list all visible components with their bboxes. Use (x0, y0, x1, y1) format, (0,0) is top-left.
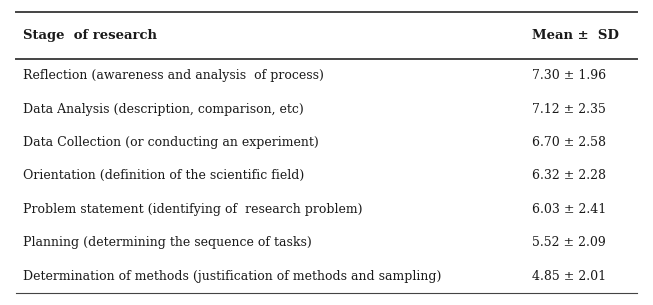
Text: Data Analysis (description, comparison, etc): Data Analysis (description, comparison, … (23, 102, 304, 116)
Text: Planning (determining the sequence of tasks): Planning (determining the sequence of ta… (23, 236, 311, 249)
Text: 6.03 ± 2.41: 6.03 ± 2.41 (532, 203, 607, 216)
Text: 6.32 ± 2.28: 6.32 ± 2.28 (532, 169, 606, 182)
Text: 7.30 ± 1.96: 7.30 ± 1.96 (532, 69, 607, 82)
Text: Stage  of research: Stage of research (23, 29, 157, 42)
Text: 6.70 ± 2.58: 6.70 ± 2.58 (532, 136, 606, 149)
Text: Orientation (definition of the scientific field): Orientation (definition of the scientifi… (23, 169, 304, 182)
Text: Data Collection (or conducting an experiment): Data Collection (or conducting an experi… (23, 136, 319, 149)
Text: 5.52 ± 2.09: 5.52 ± 2.09 (532, 236, 606, 249)
Text: Problem statement (identifying of  research problem): Problem statement (identifying of resear… (23, 203, 362, 216)
Text: Reflection (awareness and analysis  of process): Reflection (awareness and analysis of pr… (23, 69, 324, 82)
Text: Determination of methods (justification of methods and sampling): Determination of methods (justification … (23, 270, 441, 283)
Text: 7.12 ± 2.35: 7.12 ± 2.35 (532, 102, 606, 116)
Text: 4.85 ± 2.01: 4.85 ± 2.01 (532, 270, 607, 283)
Text: Mean ±  SD: Mean ± SD (532, 29, 619, 42)
